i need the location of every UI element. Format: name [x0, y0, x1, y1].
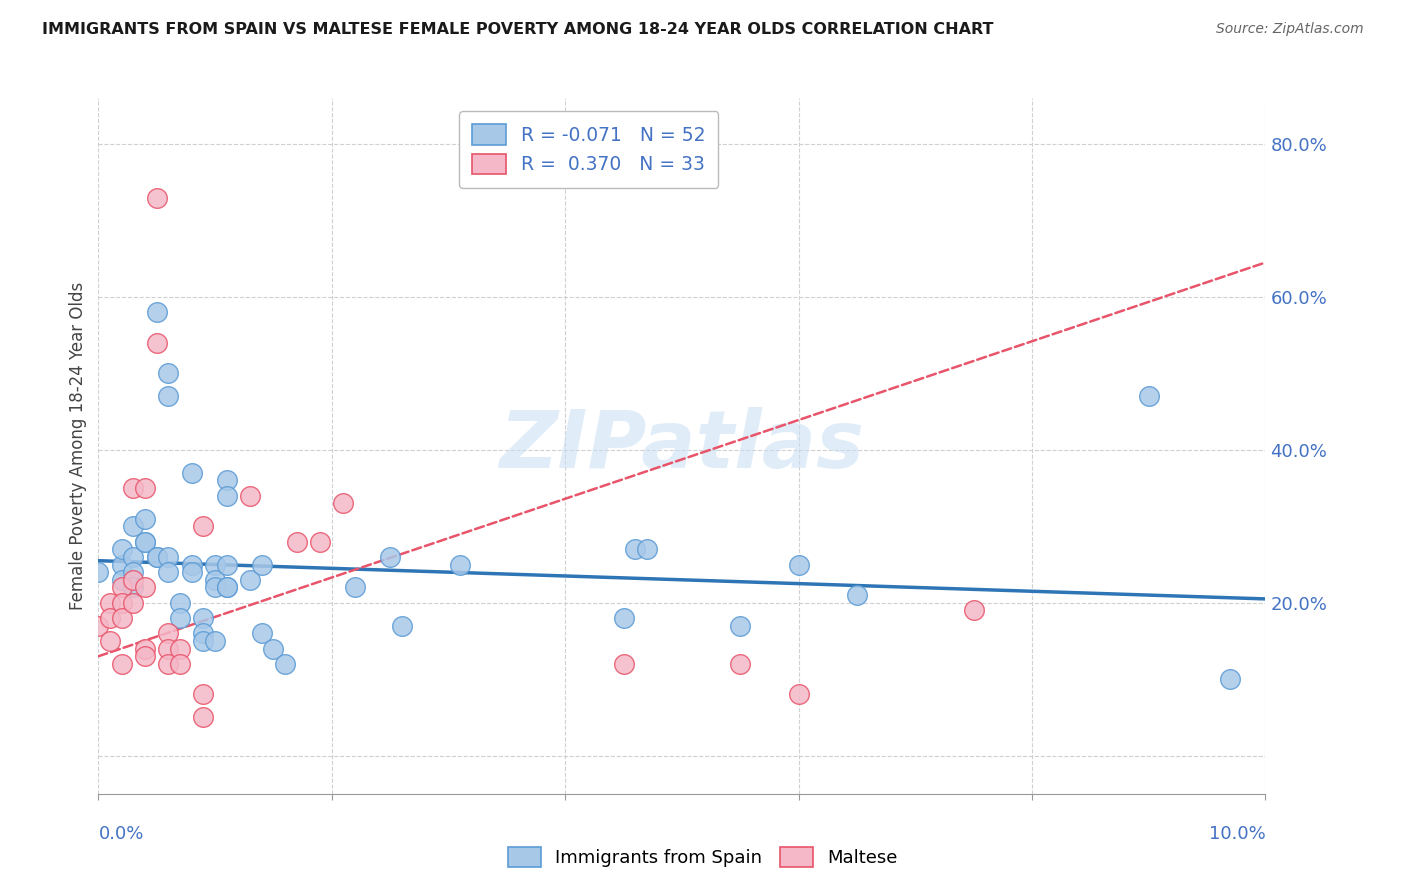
Point — [98, 634, 121, 648]
Text: IMMIGRANTS FROM SPAIN VS MALTESE FEMALE POVERTY AMONG 18-24 YEAR OLDS CORRELATIO: IMMIGRANTS FROM SPAIN VS MALTESE FEMALE … — [42, 22, 994, 37]
Point — [111, 657, 134, 671]
Point — [215, 581, 238, 595]
Point — [98, 596, 121, 610]
Point — [193, 626, 215, 640]
Text: ZIPatlas: ZIPatlas — [499, 407, 865, 485]
Point — [193, 519, 215, 533]
Point — [215, 489, 238, 503]
Point — [215, 474, 238, 488]
Point — [285, 534, 308, 549]
Point — [344, 581, 367, 595]
Point — [169, 657, 191, 671]
Point — [122, 565, 145, 579]
Point — [787, 688, 810, 702]
Point — [962, 603, 984, 617]
Point — [239, 489, 262, 503]
Legend: R = -0.071   N = 52, R =  0.370   N = 33: R = -0.071 N = 52, R = 0.370 N = 33 — [458, 111, 718, 187]
Point — [122, 581, 145, 595]
Point — [146, 335, 169, 350]
Point — [274, 657, 297, 671]
Point — [250, 558, 273, 572]
Point — [728, 657, 751, 671]
Point — [169, 641, 191, 656]
Point — [180, 466, 202, 480]
Point — [111, 558, 134, 572]
Point — [122, 573, 145, 587]
Point — [728, 618, 751, 632]
Point — [111, 581, 134, 595]
Point — [157, 549, 180, 564]
Point — [146, 549, 169, 564]
Point — [391, 618, 413, 632]
Point — [111, 596, 134, 610]
Point — [449, 558, 471, 572]
Point — [378, 549, 402, 564]
Point — [204, 581, 226, 595]
Text: 10.0%: 10.0% — [1209, 825, 1265, 843]
Point — [612, 657, 634, 671]
Point — [157, 367, 180, 381]
Legend: Immigrants from Spain, Maltese: Immigrants from Spain, Maltese — [501, 839, 905, 874]
Point — [87, 565, 110, 579]
Point — [215, 558, 238, 572]
Text: Source: ZipAtlas.com: Source: ZipAtlas.com — [1216, 22, 1364, 37]
Point — [134, 649, 156, 664]
Point — [624, 542, 647, 557]
Point — [134, 511, 156, 525]
Point — [87, 618, 110, 632]
Point — [239, 573, 262, 587]
Point — [134, 534, 156, 549]
Point — [157, 565, 180, 579]
Point — [612, 611, 634, 625]
Point — [636, 542, 658, 557]
Point — [157, 657, 180, 671]
Point — [204, 634, 226, 648]
Point — [122, 549, 145, 564]
Point — [122, 596, 145, 610]
Text: 0.0%: 0.0% — [98, 825, 143, 843]
Point — [193, 611, 215, 625]
Point — [1219, 672, 1241, 686]
Point — [111, 611, 134, 625]
Point — [1137, 389, 1160, 403]
Point — [134, 481, 156, 495]
Point — [215, 581, 238, 595]
Point — [332, 496, 354, 510]
Point — [193, 688, 215, 702]
Point — [134, 641, 156, 656]
Point — [146, 190, 169, 204]
Point — [193, 710, 215, 724]
Point — [157, 389, 180, 403]
Point — [250, 626, 273, 640]
Point — [204, 558, 226, 572]
Point — [180, 558, 202, 572]
Point — [169, 596, 191, 610]
Point — [122, 481, 145, 495]
Point — [122, 519, 145, 533]
Point — [204, 573, 226, 587]
Point — [845, 588, 868, 602]
Point — [193, 634, 215, 648]
Point — [146, 549, 169, 564]
Point — [169, 611, 191, 625]
Point — [111, 573, 134, 587]
Point — [787, 558, 810, 572]
Point — [111, 542, 134, 557]
Point — [134, 581, 156, 595]
Point — [157, 626, 180, 640]
Point — [146, 305, 169, 319]
Point — [180, 565, 202, 579]
Point — [157, 641, 180, 656]
Point — [309, 534, 332, 549]
Point — [134, 534, 156, 549]
Y-axis label: Female Poverty Among 18-24 Year Olds: Female Poverty Among 18-24 Year Olds — [69, 282, 87, 610]
Point — [98, 611, 121, 625]
Point — [262, 641, 284, 656]
